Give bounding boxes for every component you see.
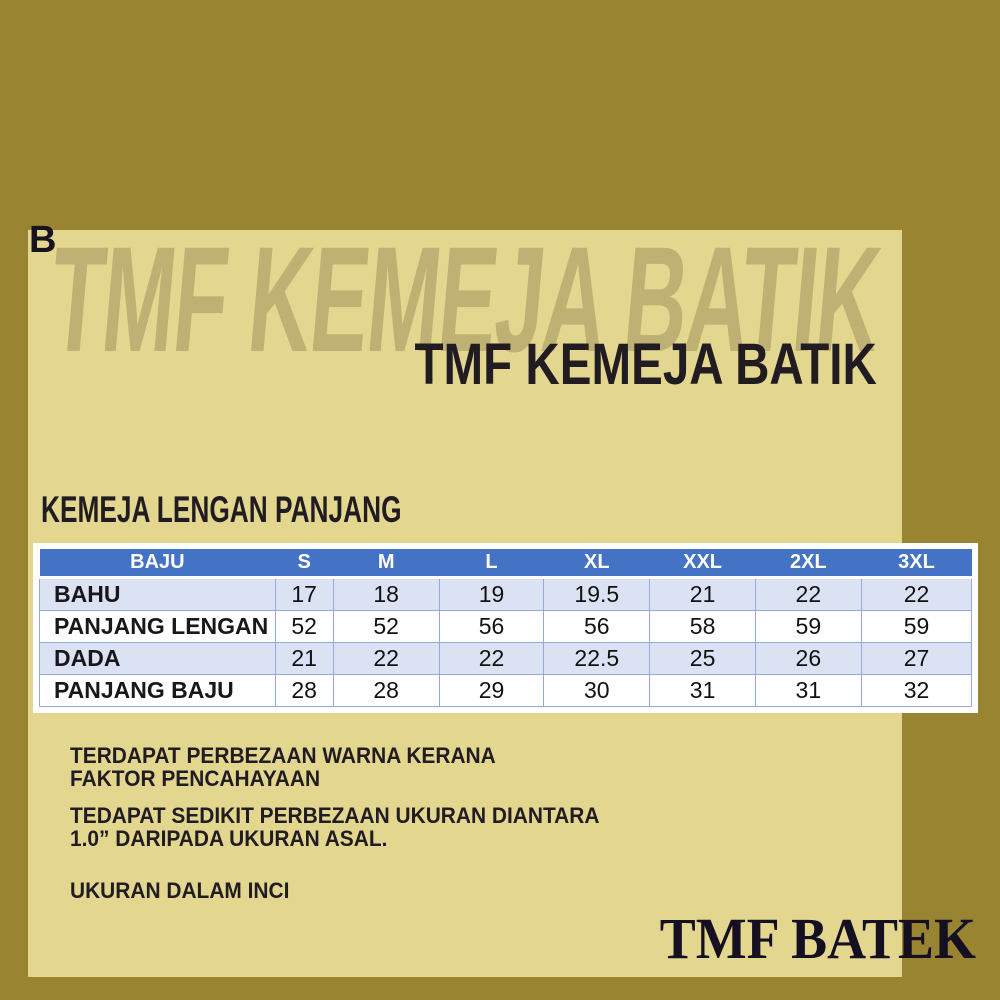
size-value-cell: 22 (438, 642, 545, 675)
row-label-cell: PANJANG BAJU (39, 674, 276, 707)
table-header-row: BAJU S M L XL XXL 2XL 3XL (39, 549, 972, 579)
size-value-cell: 22 (332, 642, 440, 675)
table-row: DADA 21 22 22 22.5 25 26 27 (39, 642, 973, 675)
note-line: FAKTOR PENCAHAYAAN (70, 766, 321, 791)
section-heading: KEMEJA LENGAN PANJANG (41, 489, 402, 530)
size-value-cell: 58 (649, 610, 756, 643)
note-line: TEDAPAT SEDIKIT PERBEZAAN UKURAN DIANTAR… (70, 803, 600, 828)
product-title: TMF KEMEJA BATIK (414, 332, 877, 397)
column-header-s: S (275, 549, 334, 579)
size-value-cell: 28 (332, 674, 440, 707)
size-value-cell: 27 (860, 642, 973, 675)
size-value-cell: 21 (274, 642, 334, 675)
column-header-3xl: 3XL (861, 549, 972, 579)
size-value-cell: 22 (860, 577, 973, 611)
size-value-cell: 18 (332, 577, 440, 611)
row-label-cell: BAHU (39, 577, 276, 611)
table-body: BAHU 17 18 19 19.5 21 22 22 PANJANG LENGAN 52 52 56… (39, 577, 973, 707)
size-value-cell: 19 (438, 577, 545, 611)
brand-logo: TMF BATEK (659, 906, 976, 971)
size-value-cell: 59 (754, 610, 862, 643)
size-value-cell: 29 (438, 674, 545, 707)
size-chart-table: BAJU S M L XL XXL 2XL 3XL BAHU 17 18 19 19.5 21 22 22 P… (39, 549, 973, 707)
table-row: PANJANG BAJU 28 28 29 30 31 31 32 (39, 674, 973, 707)
column-header-xl: XL (543, 549, 650, 579)
size-value-cell: 17 (274, 577, 334, 611)
notes: TERDAPAT PERBEZAAN WARNA KERANA FAKTOR PE… (70, 744, 599, 902)
table-row: BAHU 17 18 19 19.5 21 22 22 (39, 577, 973, 611)
note-paragraph: TERDAPAT PERBEZAAN WARNA KERANA FAKTOR PE… (70, 744, 599, 790)
size-value-cell: 56 (438, 610, 545, 643)
size-value-cell: 52 (274, 610, 334, 643)
column-header-m: M (333, 549, 440, 579)
column-header-baju: BAJU (39, 549, 276, 579)
row-label-cell: PANJANG LENGAN (39, 610, 276, 643)
note-line: 1.0” DARIPADA UKURAN ASAL. (70, 826, 388, 851)
size-value-cell: 52 (332, 610, 440, 643)
column-header-xxl: XXL (649, 549, 756, 579)
size-value-cell: 30 (543, 674, 651, 707)
note-line: TERDAPAT PERBEZAAN WARNA KERANA (70, 743, 496, 768)
size-value-cell: 21 (649, 577, 756, 611)
note-paragraph: UKURAN DALAM INCI (70, 879, 599, 902)
size-value-cell: 25 (649, 642, 756, 675)
size-value-cell: 59 (860, 610, 973, 643)
size-value-cell: 28 (274, 674, 334, 707)
variant-label: B (29, 219, 57, 261)
size-value-cell: 22.5 (543, 642, 651, 675)
size-chart-table-wrapper: BAJU S M L XL XXL 2XL 3XL BAHU 17 18 19 19.5 21 22 22 P… (33, 543, 978, 713)
size-value-cell: 22 (754, 577, 862, 611)
size-value-cell: 31 (754, 674, 862, 707)
row-label-cell: DADA (39, 642, 276, 675)
size-value-cell: 26 (754, 642, 862, 675)
note-line: UKURAN DALAM INCI (70, 878, 290, 903)
size-value-cell: 31 (649, 674, 756, 707)
note-paragraph: TEDAPAT SEDIKIT PERBEZAAN UKURAN DIANTAR… (70, 804, 599, 850)
size-value-cell: 32 (860, 674, 973, 707)
size-value-cell: 56 (543, 610, 651, 643)
column-header-2xl: 2XL (755, 549, 862, 579)
table-row: PANJANG LENGAN 52 52 56 56 58 59 59 (39, 610, 973, 643)
column-header-l: L (439, 549, 544, 579)
size-value-cell: 19.5 (543, 577, 651, 611)
